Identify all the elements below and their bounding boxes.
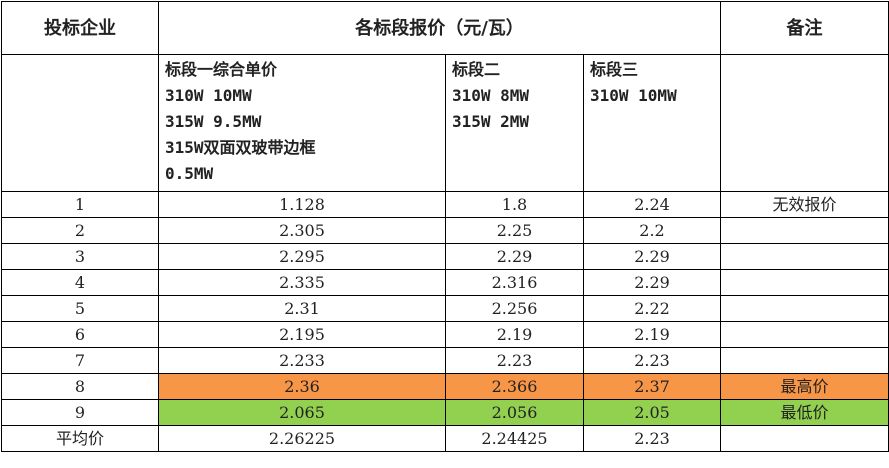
price-cell: 2.19 xyxy=(445,321,584,348)
price-cell: 2.05 xyxy=(582,399,722,426)
subheader-line: 310W 8MW xyxy=(452,86,530,105)
row-label: 4 xyxy=(1,269,159,296)
header-cell: 各标段报价（元/瓦） xyxy=(157,1,722,55)
data-row: 平均价 2.26225 2.24425 2.23 xyxy=(1,425,889,452)
remark-cell: 最高价 xyxy=(720,373,889,400)
price-cell: 2.19 xyxy=(582,321,722,348)
empty-cell xyxy=(720,321,889,348)
price-cell: 2.24425 xyxy=(445,425,584,452)
table-body: 投标企业 各标段报价（元/瓦） 备注标段一综合单价 310W 10MW 315W 9.5… xyxy=(1,1,889,452)
price-cell: 2.233 xyxy=(158,347,446,374)
empty-cell xyxy=(720,243,889,270)
price-cell: 2.195 xyxy=(158,321,446,348)
row-label: 7 xyxy=(1,347,159,374)
subheader-line: 标段三 xyxy=(590,60,639,79)
empty-cell xyxy=(720,295,889,322)
subheader-line: 310W 10MW xyxy=(165,86,252,105)
row-label: 1 xyxy=(1,191,159,218)
price-cell: 2.36 xyxy=(158,373,446,400)
price-cell: 1.128 xyxy=(158,191,446,218)
price-cell: 2.29 xyxy=(582,243,722,270)
price-cell: 1.8 xyxy=(445,191,584,218)
data-row: 5 2.31 2.256 2.22 xyxy=(1,295,889,322)
row-label: 平均价 xyxy=(1,425,159,452)
subheader-line: 315W 2MW xyxy=(452,112,530,131)
price-cell: 2.065 xyxy=(158,399,446,426)
row-label: 3 xyxy=(1,243,159,270)
price-cell: 2.29 xyxy=(445,243,584,270)
subheader-row: 标段一综合单价 310W 10MW 315W 9.5MW 315W双面双玻带边框 0.5… xyxy=(1,54,889,192)
price-cell: 2.23 xyxy=(582,347,722,374)
subheader-line: 315W 9.5MW xyxy=(165,112,262,131)
data-row: 2 2.305 2.25 2.2 xyxy=(1,217,889,244)
price-cell: 2.2 xyxy=(582,217,722,244)
data-row: 3 2.295 2.29 2.29 xyxy=(1,243,889,270)
empty-cell xyxy=(720,217,889,244)
empty-cell xyxy=(1,54,159,192)
price-cell: 2.316 xyxy=(445,269,584,296)
header-row: 投标企业 各标段报价（元/瓦） 备注 xyxy=(1,1,889,55)
empty-cell xyxy=(720,54,889,192)
row-label: 8 xyxy=(1,373,159,400)
empty-cell xyxy=(720,347,889,374)
data-row: 8 2.36 2.366 2.37 最高价 xyxy=(1,373,889,400)
price-cell: 2.24 xyxy=(582,191,722,218)
row-label: 2 xyxy=(1,217,159,244)
subheader-cell: 标段二 310W 8MW 315W 2MW xyxy=(445,54,584,192)
price-cell: 2.25 xyxy=(445,217,584,244)
price-cell: 2.366 xyxy=(445,373,584,400)
data-row: 1 1.128 1.8 2.24 无效报价 xyxy=(1,191,889,218)
price-cell: 2.305 xyxy=(158,217,446,244)
price-cell: 2.26225 xyxy=(158,425,446,452)
subheader-cell: 标段一综合单价 310W 10MW 315W 9.5MW 315W双面双玻带边框 0.5… xyxy=(158,54,446,192)
subheader-line: 标段二 xyxy=(452,60,501,79)
price-cell: 2.31 xyxy=(158,295,446,322)
price-cell: 2.295 xyxy=(158,243,446,270)
data-row: 9 2.065 2.056 2.05 最低价 xyxy=(1,399,889,426)
subheader-line: 315W双面双玻带边框 xyxy=(165,138,316,157)
price-table: 投标企业 各标段报价（元/瓦） 备注标段一综合单价 310W 10MW 315W 9.5… xyxy=(1,1,889,452)
price-cell: 2.256 xyxy=(445,295,584,322)
price-cell: 2.23 xyxy=(445,347,584,374)
header-cell: 投标企业 xyxy=(1,1,159,55)
subheader-line: 标段一综合单价 xyxy=(165,60,278,79)
price-cell: 2.22 xyxy=(582,295,722,322)
data-row: 4 2.335 2.316 2.29 xyxy=(1,269,889,296)
subheader-line: 310W 10MW xyxy=(590,86,677,105)
price-cell: 2.37 xyxy=(582,373,722,400)
remark-cell: 无效报价 xyxy=(720,191,889,218)
data-row: 6 2.195 2.19 2.19 xyxy=(1,321,889,348)
remark-cell: 最低价 xyxy=(720,399,889,426)
price-cell: 2.29 xyxy=(582,269,722,296)
price-cell: 2.23 xyxy=(582,425,722,452)
price-cell: 2.335 xyxy=(158,269,446,296)
row-label: 6 xyxy=(1,321,159,348)
row-label: 9 xyxy=(1,399,159,426)
data-row: 7 2.233 2.23 2.23 xyxy=(1,347,889,374)
empty-cell xyxy=(720,425,889,452)
row-label: 5 xyxy=(1,295,159,322)
subheader-line: 0.5MW xyxy=(165,164,214,183)
header-cell: 备注 xyxy=(720,1,889,55)
price-cell: 2.056 xyxy=(445,399,584,426)
empty-cell xyxy=(720,269,889,296)
subheader-cell: 标段三 310W 10MW xyxy=(582,54,722,192)
